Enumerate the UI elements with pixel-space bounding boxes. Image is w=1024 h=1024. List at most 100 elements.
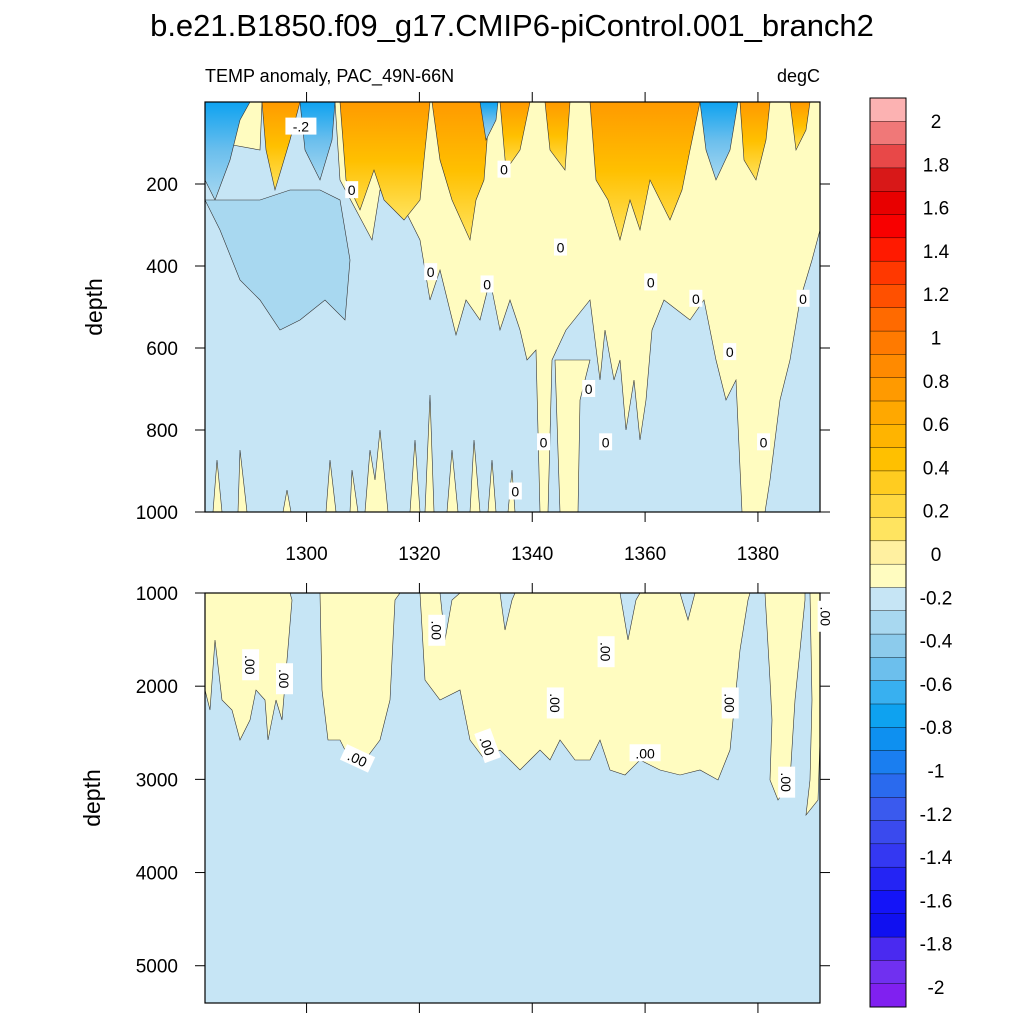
contour-label-text: .00 xyxy=(635,745,655,761)
x-tick-label: 1320 xyxy=(398,544,440,565)
contour-label-text: 0 xyxy=(511,484,519,500)
contour-label-box xyxy=(582,380,596,397)
colorbar-swatch xyxy=(869,97,907,122)
colorbar-label: 1.2 xyxy=(923,285,949,306)
contour-label: .00 xyxy=(629,744,661,762)
colorbar-swatch xyxy=(869,260,907,285)
contour-label-box xyxy=(599,433,613,451)
contour-label-text: .00 xyxy=(778,772,794,792)
lower-cold-pocket-1 xyxy=(439,593,696,641)
colorbar-swatch xyxy=(869,470,907,495)
y-tick-label: 5000 xyxy=(136,957,178,978)
colorbar-swatch xyxy=(869,377,907,402)
contour-label-box xyxy=(285,117,317,135)
colorbar-swatch xyxy=(869,750,907,775)
upper-ylabel: depth xyxy=(81,278,107,336)
contour-label-text: .00 xyxy=(722,693,738,713)
contour-label-box xyxy=(796,289,810,307)
contour-label-text: .00 xyxy=(242,655,258,675)
colorbar-swatch xyxy=(869,517,907,542)
contour-label-text: .00 xyxy=(547,693,563,713)
y-tick-label: 3000 xyxy=(136,770,178,791)
contour-label-box xyxy=(424,263,438,281)
contour-label-box xyxy=(537,433,551,451)
colorbar-label: 0.2 xyxy=(923,502,949,523)
colorbar-frame xyxy=(869,97,907,1008)
upper-x-axis: 1300 1320 1340 1360 1380 xyxy=(285,92,779,565)
colorbar-swatch xyxy=(869,400,907,425)
upper-warm-core-8 xyxy=(789,102,811,152)
x-tick-label: 1380 xyxy=(737,544,779,565)
colorbar-label: -2 xyxy=(928,978,945,999)
contour-label: 0 xyxy=(757,433,771,451)
contour-label: -.2 xyxy=(285,117,317,135)
contour-label-text: .00 xyxy=(818,607,834,627)
contour-label-text: 0 xyxy=(726,344,734,360)
contour-label-box xyxy=(275,663,293,695)
contour-label-text: 0 xyxy=(602,434,610,450)
contour-label: 0 xyxy=(689,289,703,307)
colorbar-label: 1.6 xyxy=(923,199,949,220)
contour-label-text: 0 xyxy=(427,264,435,280)
contour-label-box xyxy=(817,600,835,632)
upper-warm-region-4 xyxy=(212,394,516,512)
upper-cold-core-4 xyxy=(699,102,739,181)
y-tick-label: 200 xyxy=(146,175,178,196)
colorbar-swatch xyxy=(869,913,907,938)
colorbar-swatch xyxy=(869,563,907,588)
y-tick-label: 800 xyxy=(146,421,178,442)
contour-label-text: .00 xyxy=(598,642,614,662)
contour-label-text: .00 xyxy=(476,734,498,758)
colorbar-swatch xyxy=(869,144,907,169)
contour-label: 0 xyxy=(723,343,737,361)
colorbar-swatch xyxy=(869,983,907,1008)
contour-label-box xyxy=(644,273,658,291)
contour-label-box xyxy=(428,614,446,646)
colorbar-label: 1 xyxy=(931,329,942,350)
contour-label-box xyxy=(721,687,739,719)
upper-frame xyxy=(204,101,821,513)
colorbar-swatch xyxy=(869,447,907,472)
y-tick-label: 4000 xyxy=(136,864,178,885)
colorbar-label: -0.6 xyxy=(920,675,953,696)
colorbar-label: -0.8 xyxy=(920,718,953,739)
colorbar-swatch xyxy=(869,820,907,845)
contour-label: 0 xyxy=(553,238,567,256)
contour-label: 0 xyxy=(424,263,438,281)
contour-label-text: 0 xyxy=(557,240,565,256)
lower-contour-labels: .00 .00 .00 .00 .00 .00 .00 .00 .00 .00 .00 xyxy=(242,600,835,798)
contour-label: 0 xyxy=(644,273,658,291)
contour-label-text: .00 xyxy=(276,669,292,689)
upper-cold-core-3 xyxy=(479,102,499,141)
x-tick-label: 1300 xyxy=(285,544,327,565)
chart-subtitle: TEMP anomaly, PAC_49N-66N xyxy=(205,66,454,87)
contour-label-box xyxy=(474,728,501,764)
contour-label-box xyxy=(757,433,771,451)
colorbar-label: -1.8 xyxy=(920,935,953,956)
colorbar-label: 0.6 xyxy=(923,415,949,436)
contour-label: .00 xyxy=(546,687,564,719)
upper-warm-core-5 xyxy=(544,102,571,171)
y-tick-label: 400 xyxy=(146,257,178,278)
colorbar-swatch xyxy=(869,890,907,915)
colorbar-label: 0 xyxy=(931,545,942,566)
colorbar-swatch xyxy=(869,797,907,822)
colorbar-swatch xyxy=(869,866,907,891)
contour-label-text: 0 xyxy=(692,291,700,307)
contour-label-box xyxy=(242,649,260,681)
colorbar-label: -0.2 xyxy=(920,588,953,609)
contour-label-text: 0 xyxy=(483,276,491,292)
contour-label-box xyxy=(778,766,796,798)
colorbar-label: -1 xyxy=(928,762,945,783)
contour-label: 0 xyxy=(796,289,810,307)
colorbar-swatch xyxy=(869,121,907,146)
contour-label: .00 xyxy=(778,766,796,798)
colorbar-swatch xyxy=(869,540,907,565)
colorbar-label: -0.4 xyxy=(920,632,953,653)
upper-contours xyxy=(205,102,820,512)
contour-label-text: 0 xyxy=(760,434,768,450)
contour-label: .00 xyxy=(339,744,376,773)
contour-label: .00 xyxy=(242,649,260,681)
